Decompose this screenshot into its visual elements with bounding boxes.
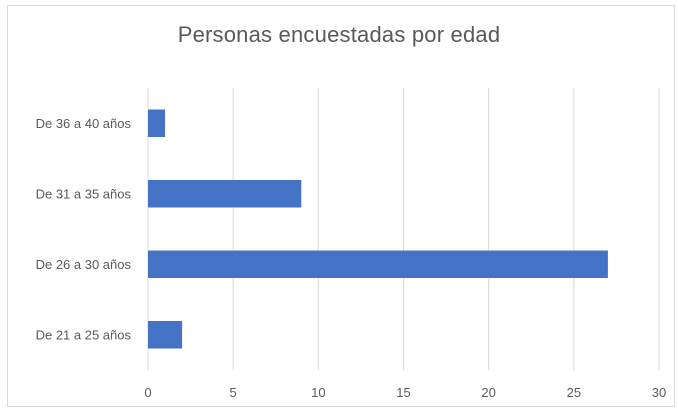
x-tick-label: 0 <box>144 385 151 400</box>
gridlines <box>147 88 660 370</box>
bar-2 <box>148 250 608 278</box>
x-tick-label: 30 <box>652 385 666 400</box>
x-tick-labels: 0 5 10 15 20 25 30 <box>144 385 666 400</box>
x-tick-label: 10 <box>311 385 325 400</box>
chart-frame <box>7 5 675 407</box>
bar-1 <box>148 321 183 349</box>
category-label: De 36 a 40 años <box>36 116 132 131</box>
x-tick-label: 15 <box>396 385 410 400</box>
x-tick-label: 20 <box>481 385 495 400</box>
bar-4 <box>148 109 166 137</box>
category-label: De 21 a 25 años <box>36 327 132 342</box>
category-label: De 26 a 30 años <box>36 257 132 272</box>
bar-3 <box>148 180 302 208</box>
bars <box>148 109 608 349</box>
category-label: De 31 a 35 años <box>36 186 132 201</box>
x-tick-label: 5 <box>230 385 237 400</box>
x-tick-label: 25 <box>567 385 581 400</box>
chart-title: Personas encuestadas por edad <box>177 22 501 47</box>
category-labels: De 21 a 25 años De 26 a 30 años De 31 a 35… <box>36 116 132 343</box>
